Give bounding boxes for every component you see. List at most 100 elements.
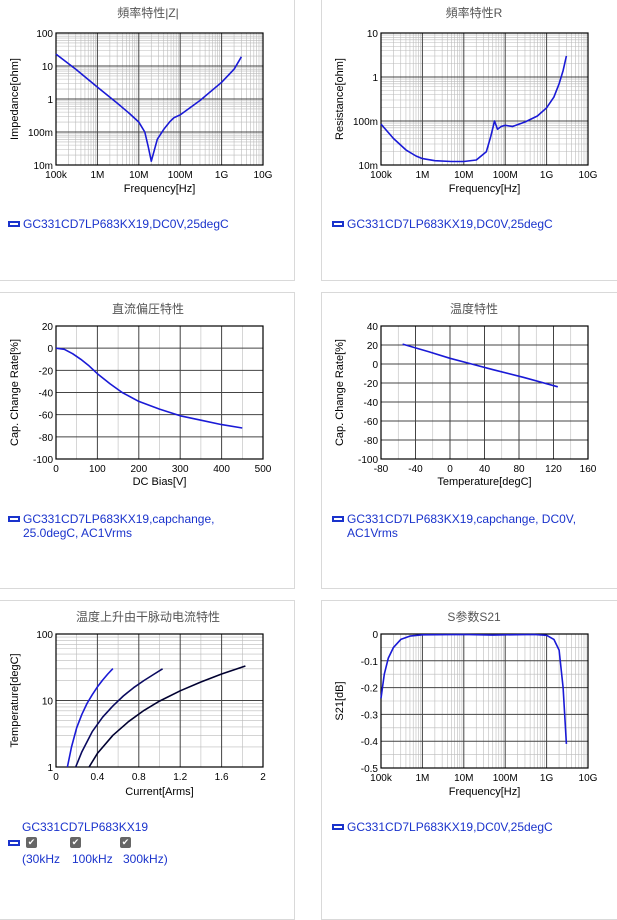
x-tick-label: 1G	[215, 170, 229, 181]
x-tick-label: 160	[580, 464, 597, 475]
checkbox-label-30khz[interactable]: (30kHz	[22, 852, 61, 866]
x-axis-label: Frequency[Hz]	[449, 786, 521, 798]
legend-swatch-ripple[interactable]	[8, 836, 23, 850]
plot-frame	[380, 633, 589, 769]
y-tick-label: -20	[39, 366, 54, 377]
y-tick-label: -0.1	[361, 657, 379, 668]
chart-0: 100k 1M 10M 100M 1G 10G 10m 100m 1 10 100 頻率特性|Z| Fr…	[9, 5, 273, 195]
legend-label: GC331CD7LP683KX19,DC0V,25degC	[23, 217, 229, 231]
chart-panel-resistance	[321, 0, 617, 281]
x-axis-label: Frequency[Hz]	[449, 183, 521, 195]
y-axis-label: S21[dB]	[334, 681, 346, 720]
chart-title: 直流偏圧特性	[112, 301, 184, 316]
series-line-0	[55, 347, 243, 429]
legend-label-2: AC1Vrms	[347, 526, 398, 540]
y-tick-label: -0.5	[361, 764, 379, 775]
x-tick-label: 400	[213, 464, 230, 475]
x-tick-label: 0.4	[90, 772, 104, 783]
y-tick-label: -0.4	[361, 737, 379, 748]
x-tick-label: 100M	[493, 773, 518, 784]
y-tick-label: 10m	[359, 161, 378, 172]
y-tick-label: 10	[367, 29, 379, 40]
x-axis-label: Temperature[degC]	[437, 476, 531, 488]
checkbox-300khz-icon[interactable]: ✔	[120, 837, 131, 848]
chart-title: S参数S21	[447, 609, 501, 624]
checkbox-30khz-icon[interactable]: ✔	[26, 837, 37, 848]
checkbox-100khz-icon[interactable]: ✔	[70, 837, 81, 848]
legend-swatch	[8, 515, 20, 522]
x-tick-label: 10G	[254, 170, 273, 181]
legend-swatch	[332, 823, 344, 830]
x-axis-label: Frequency[Hz]	[124, 183, 196, 195]
legend-dc-bias[interactable]: GC331CD7LP683KX19,capchange, 25.0degC, A…	[8, 512, 214, 540]
chart-title: 温度上升由干脉动电流特性	[76, 609, 220, 624]
legend-swatch	[8, 220, 20, 227]
y-tick-label: 100	[36, 29, 53, 40]
y-axis-label: Cap. Change Rate[%]	[9, 339, 21, 446]
legend-s21[interactable]: GC331CD7LP683KX19,DC0V,25degC	[332, 820, 553, 834]
y-tick-label: -80	[364, 436, 379, 447]
y-tick-label: 1	[372, 73, 378, 84]
legend-label: GC331CD7LP683KX19,DC0V,25degC	[347, 217, 553, 231]
y-tick-label: 10m	[34, 161, 53, 172]
chart-2: 0 100 200 300 400 500200-20-40-60-80-100直流偏圧特…	[9, 301, 272, 488]
chart-panel-dc-bias	[0, 292, 295, 589]
x-tick-label: 0	[447, 464, 453, 475]
legend-resistance[interactable]: GC331CD7LP683KX19,DC0V,25degC	[332, 217, 553, 231]
legend-label: GC331CD7LP683KX19,DC0V,25degC	[347, 820, 553, 834]
x-tick-label: 10G	[579, 773, 598, 784]
x-tick-label: 10G	[579, 170, 598, 181]
y-tick-label: 0	[372, 360, 378, 371]
x-tick-label: 40	[479, 464, 491, 475]
plot-frame	[55, 325, 264, 460]
x-tick-label: 80	[513, 464, 525, 475]
y-tick-label: -60	[39, 411, 54, 422]
x-tick-label: 0.8	[132, 772, 146, 783]
checkbox-label-100khz[interactable]: 100kHz	[72, 852, 113, 866]
checkbox-label-300khz[interactable]: 300kHz)	[123, 852, 168, 866]
y-axis-label: Cap. Change Rate[%]	[334, 339, 346, 446]
legend-swatch	[332, 515, 344, 522]
y-tick-label: 10	[42, 697, 54, 708]
x-axis-label: Current[Arms]	[125, 786, 193, 798]
y-tick-label: -100	[33, 455, 53, 466]
series-line-0	[55, 53, 243, 162]
x-tick-label: -40	[408, 464, 423, 475]
plot-frame	[380, 32, 589, 166]
x-tick-label: 10M	[454, 773, 473, 784]
y-tick-label: 100m	[28, 128, 53, 139]
x-tick-label: 10M	[454, 170, 473, 181]
y-tick-label: 100m	[353, 117, 378, 128]
series-line-0	[380, 55, 568, 163]
series-line-1	[74, 668, 164, 768]
legend-temperature[interactable]: GC331CD7LP683KX19,capchange, DC0V, AC1Vr…	[332, 512, 576, 540]
x-tick-label: 1M	[415, 170, 429, 181]
x-axis-label: DC Bias[V]	[133, 476, 187, 488]
legend-label: GC331CD7LP683KX19	[22, 820, 149, 834]
y-tick-label: -0.3	[361, 710, 379, 721]
y-axis-label: Resistance[ohm]	[334, 58, 346, 140]
plot-frame	[55, 32, 264, 166]
x-tick-label: 10M	[129, 170, 148, 181]
y-tick-label: -40	[364, 398, 379, 409]
x-tick-label: 200	[130, 464, 147, 475]
x-tick-label: 100k	[45, 170, 68, 181]
chart-title: 頻率特性R	[446, 5, 503, 20]
legend-impedance[interactable]: GC331CD7LP683KX19,DC0V,25degC	[8, 217, 229, 231]
x-tick-label: 2	[260, 772, 266, 783]
series-line-0	[380, 633, 568, 744]
y-tick-label: -0.2	[361, 684, 379, 695]
y-axis-label: Temperature[degC]	[9, 653, 21, 747]
x-tick-label: 1.6	[215, 772, 229, 783]
legend-label: GC331CD7LP683KX19,capchange, DC0V,	[347, 512, 577, 526]
legend-ripple[interactable]: GC331CD7LP683KX19	[22, 820, 148, 834]
legend-label: GC331CD7LP683KX19,capchange,	[23, 512, 215, 526]
y-tick-label: 100	[36, 630, 53, 641]
series-line-0	[402, 343, 559, 388]
series-line-2	[88, 665, 246, 768]
chart-title: 温度特性	[450, 301, 498, 316]
x-tick-label: 500	[255, 464, 272, 475]
y-tick-label: 10	[42, 62, 54, 73]
y-axis-label: Impedance[ohm]	[9, 58, 21, 140]
